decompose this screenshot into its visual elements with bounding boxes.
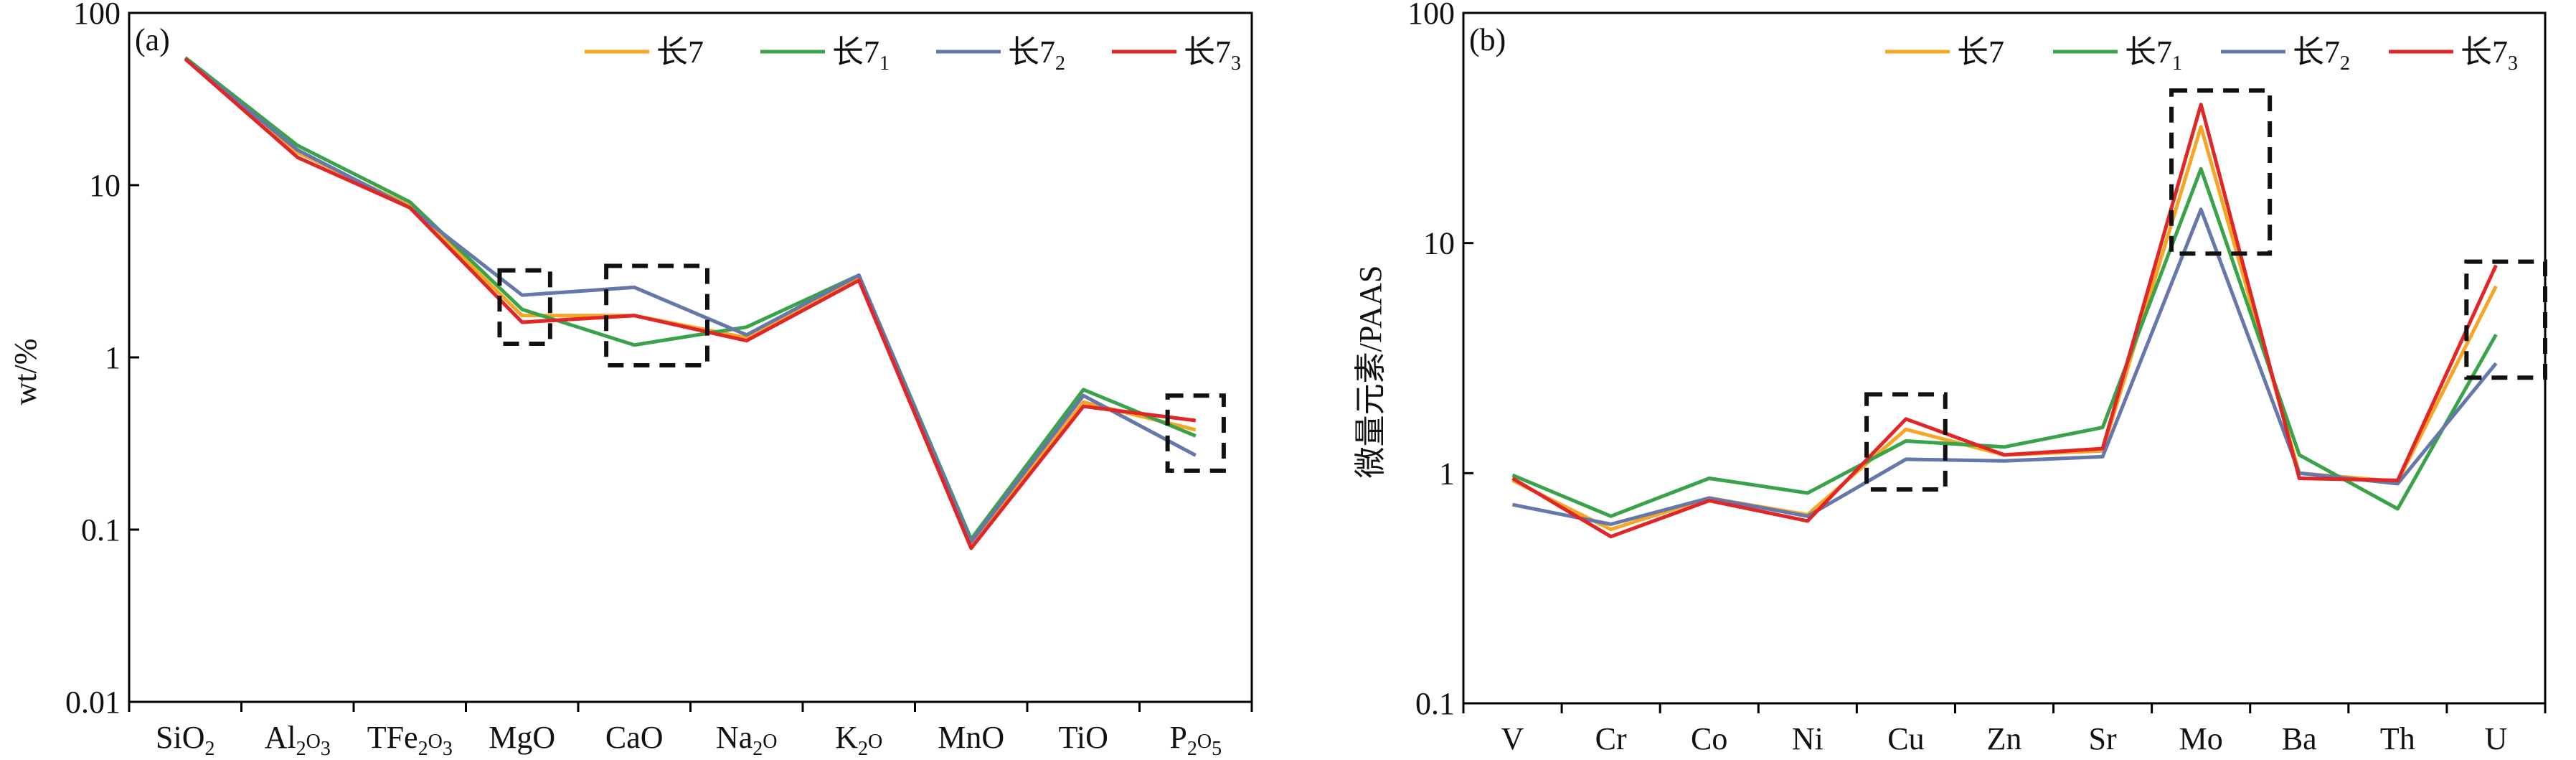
panel-b-series-line-2 — [1512, 207, 2498, 526]
panel-a-x-tick-label: TiO — [1059, 720, 1108, 755]
panel-a-plot-frame — [128, 11, 1253, 703]
panel-b-x-tick-label: Mo — [2179, 721, 2223, 756]
panel-a-x-tick-label: K2O — [835, 720, 882, 760]
panel-a-y-tick-label: 0.1 — [81, 512, 121, 548]
panel-b-chart: 0.1 1 10 100 V Cr Co Ni Cu Zn Sr Mo Ba Th U 微量元素/PAAS (b… — [1353, 0, 2548, 756]
panel-a-y-tick-label: 100 — [73, 0, 121, 31]
panel-a-legend-label: 长73 — [1184, 34, 1241, 75]
panel-b-highlight-box — [2464, 259, 2548, 380]
panel-a-highlight-box — [497, 268, 552, 346]
panel-b-x-tick-label: Ni — [1792, 721, 1824, 756]
panel-b-x-tick-label: Co — [1691, 721, 1727, 756]
panel-b-legend-label: 长73 — [2461, 34, 2518, 75]
panel-a-y-tick-label: 0.01 — [65, 685, 121, 720]
panel-a-x-tick-label: MnO — [938, 720, 1004, 755]
panel-b-x-tick-label: Cr — [1595, 721, 1627, 756]
panel-b-y-tick-label: 10 — [1423, 226, 1455, 261]
panel-a-series-line-2 — [184, 57, 1197, 544]
panel-a-series-line-1 — [184, 56, 1197, 541]
panel-a-x-tick-label: SiO2 — [156, 720, 214, 760]
panel-a-y-axis-title: wt/% — [8, 339, 43, 405]
panel-a-series-line-0 — [184, 57, 1197, 547]
panel-b-plot-frame — [1462, 11, 2547, 705]
panel-b-highlight-box — [1864, 392, 1948, 492]
panel-b-x-tick-label: Zn — [1987, 721, 2022, 756]
panel-b-series-line-1 — [1511, 166, 2498, 518]
panel-a-x-tick-label: TFe2O3 — [367, 720, 453, 760]
panel-b-x-tick-label: Cu — [1887, 721, 1924, 756]
panel-b-y-tick-label: 100 — [1407, 0, 1455, 31]
panel-a-legend-label: 长7 — [656, 34, 704, 70]
panel-a-x-tick-label: P2O5 — [1169, 720, 1222, 760]
panel-a-x-tick-label: Al2O3 — [265, 720, 331, 760]
panel-a-series-line-3 — [184, 57, 1197, 550]
panel-b-x-tick-label: V — [1501, 721, 1524, 756]
panel-a-y-tick-label: 10 — [89, 168, 121, 203]
panel-b-series-line-0 — [1511, 125, 2498, 532]
panel-b-x-tick-label: Sr — [2089, 721, 2117, 756]
panel-b-y-axis-title: 微量元素/PAAS — [1353, 266, 1388, 479]
panel-b-legend-label: 长71 — [2125, 34, 2182, 75]
panel-b-series-line-3 — [1511, 103, 2498, 539]
panel-a-chart: 0.01 0.1 1 10 100 SiO2 Al2O3 TFe2O3 MgO CaO Na2O K2… — [8, 0, 1253, 760]
panel-b-legend-label: 长7 — [1957, 34, 2004, 70]
panel-a-x-tick-label: Na2O — [716, 720, 778, 760]
panel-a-legend-label: 长71 — [832, 34, 890, 75]
panel-b-y-tick-label: 1 — [1439, 456, 1455, 491]
panel-a-panel-label: (a) — [135, 22, 170, 57]
panel-b-x-tick-label: Ba — [2282, 721, 2317, 756]
panel-b-highlight-box — [2169, 88, 2273, 256]
panel-a-highlight-box — [604, 263, 709, 367]
panel-a-x-tick-label: CaO — [605, 720, 664, 755]
panel-a-highlight-box — [1165, 393, 1226, 473]
panel-a-legend-label: 长72 — [1008, 34, 1065, 75]
panel-a-y-tick-label: 1 — [105, 340, 121, 375]
panel-b-legend-label: 长72 — [2293, 34, 2350, 75]
panel-b-x-tick-label: U — [2485, 721, 2508, 756]
panel-a-x-tick-label: MgO — [489, 720, 555, 755]
panel-b-panel-label: (b) — [1469, 22, 1506, 57]
panel-b-x-tick-label: Th — [2380, 721, 2415, 756]
panel-b-y-tick-label: 0.1 — [1415, 686, 1455, 721]
